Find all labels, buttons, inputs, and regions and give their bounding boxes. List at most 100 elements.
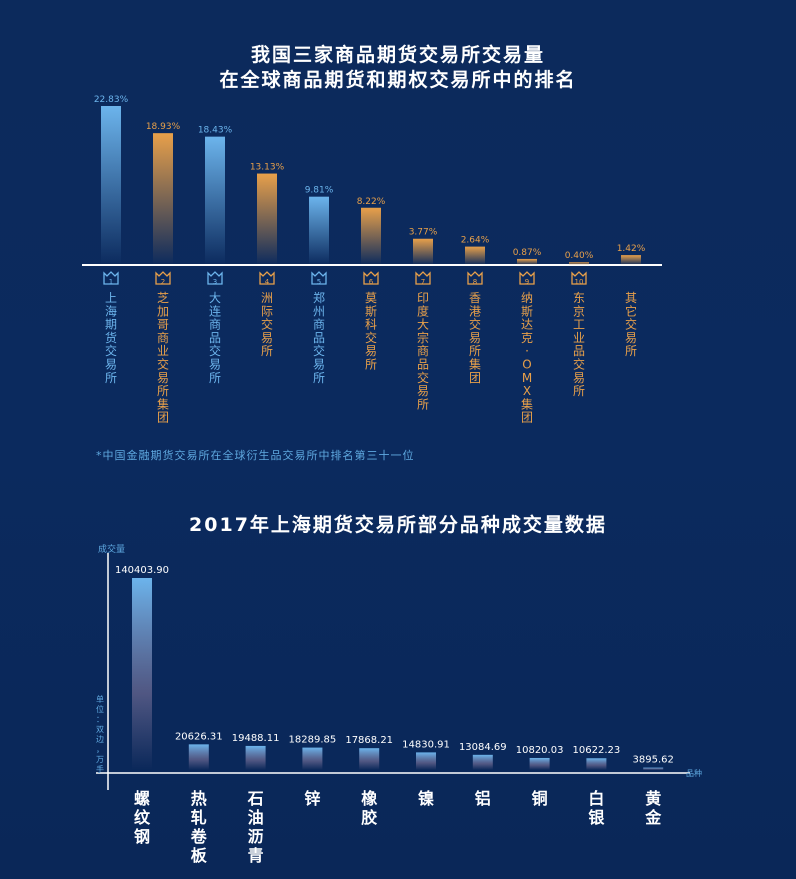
chart1-category-char: 易 [261,331,273,345]
chart1-category-char: 集 [469,357,481,372]
chart1-value-label: 0.87% [513,248,542,258]
chart1-category-char: 所 [573,384,585,398]
chart2-value-label: 10820.03 [516,745,564,756]
chart2-bar [188,744,209,770]
chart1-category-char: 斯 [365,304,377,318]
chart2-value-label: 10622.23 [573,745,621,756]
chart1-category-char: 所 [105,371,117,385]
chart1-category-char: 洲 [261,291,273,305]
chart1-rank: 3 [213,278,217,286]
chart1-category-char: 品 [313,331,325,345]
chart2-unit-char: ， [96,745,104,754]
chart1-category-char: 科 [365,318,377,332]
chart2-category-char: 纹 [134,808,151,827]
chart2-value-label: 17868.21 [345,735,393,746]
chart1-category-char: 海 [105,303,117,318]
chart2-category-char: 油 [248,808,264,827]
chart1-value-label: 18.43% [198,126,233,136]
chart1-category-char: 易 [625,331,637,345]
chart2-category-char: 钢 [134,827,150,846]
chart2-unit-char: 双 [96,725,104,734]
chart1-category-char: 交 [573,357,585,372]
chart1-rank: 7 [421,278,425,286]
rank-badge-icon [155,271,171,285]
chart2-category-char: 锌 [304,789,320,808]
chart2-value-label: 13084.69 [459,742,507,753]
chart1-value-label: 18.93% [146,122,181,132]
chart2-value-label: 3895.62 [633,755,674,766]
chart1-category-char: 品 [417,358,429,372]
chart1-category-char: 商 [209,317,221,332]
chart1-rank: 6 [369,278,374,286]
chart2-bar [302,747,323,770]
rank-badge-icon [363,271,379,285]
chart2-bar [586,758,607,770]
chart2-category-char: 铝 [475,789,491,808]
chart1-category-char: 哥 [157,318,169,332]
chart1-category-char: 所 [261,344,273,358]
chart1-category-char: 纳 [521,291,533,305]
chart1-category-char: 易 [365,344,377,358]
chart1-category-char: 大 [209,291,221,305]
chart1-category-char: 际 [261,304,273,318]
chart2-unit-char: 手 [96,764,104,774]
chart1-value-label: 1.42% [617,244,646,254]
chart1-category-char: 交 [313,343,325,358]
chart1-rank: 9 [525,278,529,286]
chart1-category-char: 交 [469,317,481,332]
chart2-category-char: 沥 [248,827,264,846]
chart1-category-char: 东 [573,291,585,305]
chart1-category-char: 加 [157,304,169,318]
chart2-bar [359,748,380,770]
rank-badge-icon [103,271,119,285]
chart2-bar [529,757,550,770]
chart1-category-char: 连 [209,303,221,318]
chart1-category-char: 集 [521,396,533,411]
chart1-category-char: 货 [105,330,117,345]
chart1-category-char: 港 [469,304,481,318]
chart1-category-char: 交 [157,357,169,372]
chart2-category-char: 热 [191,789,207,808]
chart2-category-char: 青 [248,846,264,865]
chart1-category-char: 易 [157,371,169,385]
chart1-category-char: 品 [573,344,585,358]
chart1-value-label: 3.77% [409,228,438,238]
chart2-title: 2017年上海期货交易所部分品种成交量数据 [189,514,607,536]
chart1-category-char: 所 [417,397,429,411]
chart1-category-char: M [522,371,532,385]
chart2-category-char: 轧 [191,808,207,827]
rank-badge-icon [571,271,587,285]
chart2-category-char: 卷 [190,827,208,846]
chart2-value-label: 18289.85 [289,735,337,746]
chart1-rank: 5 [317,278,321,286]
rank-badge-icon [519,271,535,285]
chart1-rank: 1 [109,278,113,286]
chart1-bar [517,258,537,265]
chart1-rank: 2 [161,278,165,286]
chart1-category-char: 宗 [417,330,429,345]
chart1-category-char: 团 [469,371,481,385]
chart1-category-char: 易 [417,384,429,398]
chart1-category-char: 香 [469,291,481,305]
chart1-category-char: O [522,358,531,372]
chart1-category-char: 交 [417,370,429,385]
rank-badge-icon [207,271,223,285]
chart1-category-char: 印 [417,291,429,305]
chart1-category-char: 交 [625,317,637,332]
chart1-bar [361,207,381,265]
chart1-category-char: 克 [521,331,533,345]
chart2-bar [643,767,664,770]
chart1-category-char: 交 [365,330,377,345]
chart1-category-char: 品 [209,331,221,345]
chart1-category-char: 它 [625,303,637,318]
chart1-category-char: 业 [157,344,169,358]
chart2-category-char: 铜 [532,789,548,808]
chart1-bar [621,255,641,265]
chart1-category-char: 商 [157,330,169,345]
chart2-bar [132,578,152,770]
chart1-category-char: 交 [105,343,117,358]
chart1-value-label: 8.22% [357,197,386,207]
rank-badge-icon [311,271,327,285]
chart2-category-char: 镍 [418,789,434,808]
chart1-value-label: 9.81% [305,186,334,196]
